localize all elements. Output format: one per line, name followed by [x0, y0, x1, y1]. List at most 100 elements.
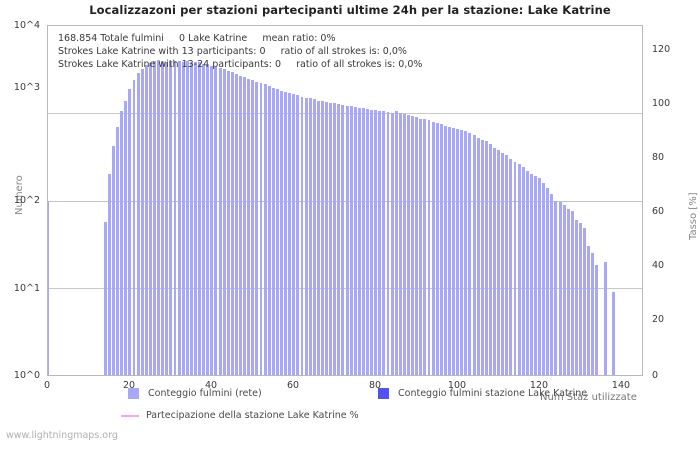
- y-right-tick-label-100: 100: [652, 98, 671, 109]
- bar: [460, 130, 464, 375]
- y-tick-label-10e2: 10^2: [13, 195, 40, 206]
- bar: [320, 101, 324, 375]
- bar: [112, 146, 115, 375]
- bar: [464, 131, 468, 375]
- bar: [370, 109, 374, 375]
- bar: [505, 155, 509, 375]
- bar: [394, 111, 398, 375]
- bar: [488, 144, 492, 375]
- bar: [562, 204, 566, 375]
- x-axis-title: Num Staz utilizzate: [540, 392, 637, 403]
- bar: [247, 78, 251, 375]
- bar: [181, 61, 185, 375]
- bar: [341, 104, 345, 375]
- y-tick-label-10e3: 10^3: [13, 82, 40, 93]
- bar: [304, 97, 308, 375]
- bar: [591, 253, 595, 375]
- bar: [144, 65, 148, 375]
- y-right-tick-label-60: 60: [652, 206, 665, 217]
- legend-item-participation[interactable]: Partecipazione della stazione Lake Katri…: [121, 410, 359, 421]
- bar: [222, 69, 226, 375]
- bar: [497, 149, 501, 375]
- bar: [275, 88, 279, 375]
- y-right-tick-label-0: 0: [652, 370, 659, 381]
- annotation-line-3: Strokes Lake Katrine with 13-24 particip…: [58, 59, 423, 70]
- annotation-line-1: 168.854 Totale fulmini 0 Lake Katrine me…: [58, 33, 336, 44]
- bar: [361, 108, 365, 375]
- bar: [194, 61, 197, 375]
- bar: [48, 200, 50, 375]
- bar: [456, 129, 460, 375]
- bar: [603, 261, 607, 375]
- x-tick-label-20: 20: [122, 380, 136, 391]
- bar: [542, 182, 546, 375]
- legend-swatch-participation-icon: [121, 414, 139, 417]
- bar: [431, 121, 435, 375]
- chart-legend: Conteggio fulmini (rete) Conteggio fulmi…: [0, 388, 700, 428]
- bar: [546, 187, 550, 375]
- bar: [107, 174, 111, 375]
- gridline-solid-10e1: [48, 287, 642, 289]
- bar: [153, 61, 156, 375]
- bar: [419, 118, 423, 375]
- bar: [480, 139, 484, 375]
- legend-item-station[interactable]: Conteggio fulmini stazione Lake Katrine: [378, 388, 587, 399]
- annotation-block: 168.854 Totale fulmini 0 Lake Katrine me…: [58, 32, 422, 71]
- y-tick-label-10e0: 10^0: [13, 370, 40, 381]
- bar: [214, 66, 218, 375]
- bar: [300, 96, 304, 375]
- legend-swatch-network-icon: [128, 388, 139, 399]
- plot-inner: 168.854 Totale fulmini 0 Lake Katrine me…: [48, 26, 642, 375]
- bar: [382, 111, 386, 375]
- bar: [402, 114, 406, 375]
- bar: [529, 174, 533, 375]
- y-right-tick-label-20: 20: [652, 314, 665, 325]
- bar: [574, 219, 578, 375]
- watermark: www.lightningmaps.org: [6, 430, 118, 441]
- bar: [329, 102, 333, 375]
- bar: [378, 111, 382, 375]
- bar: [345, 105, 349, 375]
- bar: [136, 72, 140, 375]
- bar: [583, 228, 587, 375]
- plot-area: 168.854 Totale fulmini 0 Lake Katrine me…: [47, 25, 643, 376]
- bar: [308, 98, 312, 375]
- bar: [198, 62, 202, 375]
- bar: [357, 107, 361, 375]
- bar: [316, 100, 320, 375]
- gridline-10e2: [48, 200, 642, 202]
- bar: [271, 87, 275, 375]
- bar: [337, 103, 341, 375]
- bar: [333, 103, 337, 375]
- bar: [148, 62, 152, 375]
- bar: [439, 124, 443, 375]
- x-tick-label-140: 140: [611, 380, 631, 391]
- bar: [566, 208, 570, 375]
- y-right-tick-label-40: 40: [652, 260, 665, 271]
- bar: [538, 178, 542, 375]
- bar: [206, 64, 210, 375]
- bar: [525, 170, 529, 375]
- bar: [263, 84, 267, 375]
- bar: [292, 94, 296, 375]
- x-tick-label-40: 40: [204, 380, 218, 391]
- bar: [427, 120, 431, 375]
- bar: [251, 80, 255, 375]
- y-right-tick-label-80: 80: [652, 152, 665, 163]
- bar: [255, 81, 259, 375]
- x-tick-label-100: 100: [447, 380, 467, 391]
- legend-item-network[interactable]: Conteggio fulmini (rete): [128, 388, 262, 399]
- bar: [259, 83, 263, 375]
- bar: [177, 60, 181, 375]
- chart-title: Localizzazoni per stazioni partecipanti …: [89, 3, 611, 17]
- gridline-solid-10e3: [48, 113, 642, 115]
- bar: [468, 132, 472, 375]
- bar: [587, 246, 591, 375]
- y-tick-label-10e1: 10^1: [13, 283, 40, 294]
- y-tick-label-10e4: 10^4: [13, 20, 40, 31]
- bar: [484, 141, 488, 375]
- bar: [173, 61, 177, 375]
- bar: [415, 117, 419, 375]
- bar: [296, 95, 300, 375]
